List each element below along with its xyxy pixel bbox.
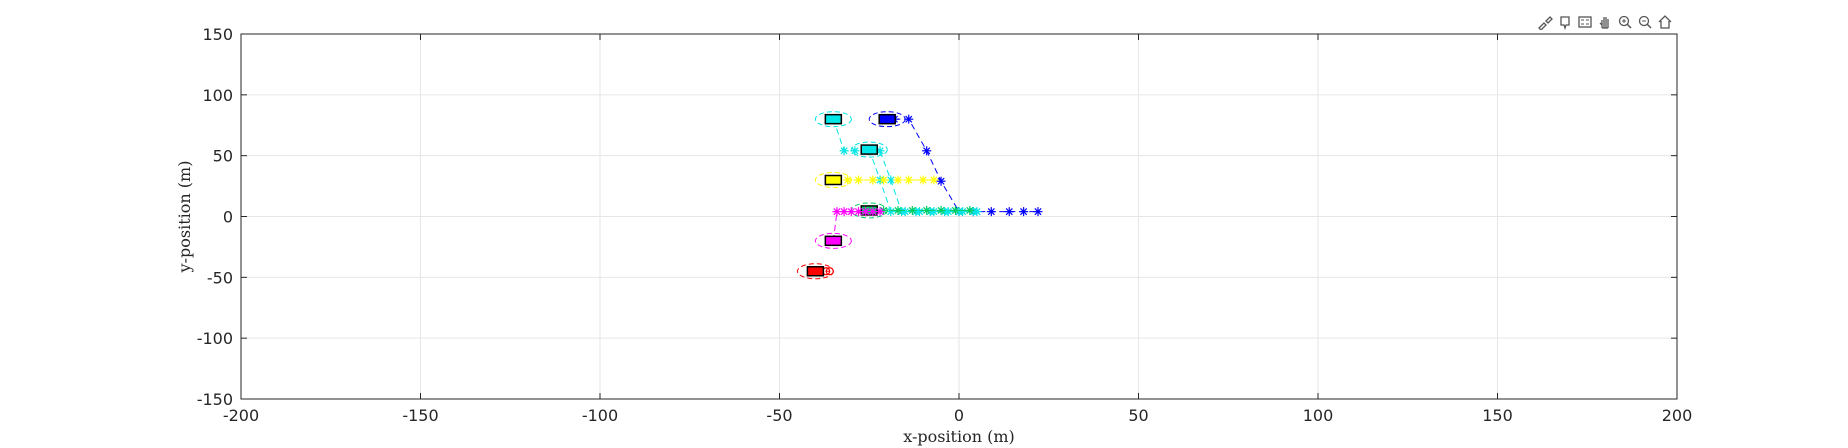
brush-icon xyxy=(1538,16,1553,30)
x-tick-label: 150 xyxy=(1482,406,1513,425)
brush-button[interactable] xyxy=(1535,12,1555,32)
path-point xyxy=(936,176,946,186)
vehicle-ellipse xyxy=(796,263,834,280)
path-point xyxy=(904,175,914,185)
vehicle-body xyxy=(824,235,843,247)
legend-button[interactable] xyxy=(1575,12,1595,32)
x-tick-label: -100 xyxy=(582,406,618,425)
path-point xyxy=(843,175,853,185)
grid xyxy=(241,34,1677,399)
vehicle-body xyxy=(824,174,843,186)
path-point xyxy=(868,207,878,217)
vehicle-body xyxy=(824,113,843,125)
x-axis-label: x-position (m) xyxy=(903,427,1015,446)
path-point xyxy=(965,205,975,215)
path-point xyxy=(958,207,968,217)
vehicle-body xyxy=(860,205,878,216)
vehicle-body xyxy=(806,266,825,277)
vehicle-body xyxy=(860,144,878,155)
x-tick-label: 50 xyxy=(1128,406,1148,425)
legend-icon xyxy=(1578,16,1592,28)
vehicle-series-6 xyxy=(796,263,834,280)
path-point xyxy=(839,146,849,156)
path-point xyxy=(972,207,982,217)
path-point xyxy=(893,205,903,215)
path-point xyxy=(900,207,910,217)
plot-area xyxy=(796,111,1043,280)
home-button[interactable] xyxy=(1655,12,1675,32)
path-point xyxy=(893,175,903,185)
path-point xyxy=(875,207,885,217)
y-tick-label: -50 xyxy=(207,268,233,287)
path-point xyxy=(929,207,939,217)
y-tick-label: 0 xyxy=(223,208,233,227)
path-point xyxy=(907,205,917,215)
path-point xyxy=(886,207,896,217)
path-point xyxy=(904,114,914,124)
y-tick-label: -100 xyxy=(197,329,233,348)
vehicle-body xyxy=(878,113,896,125)
path-point xyxy=(915,207,925,217)
path-point xyxy=(853,175,863,185)
path-point xyxy=(853,207,863,217)
path-line xyxy=(894,118,1038,213)
datatip-icon xyxy=(1560,16,1570,30)
path-point xyxy=(1004,207,1014,217)
path-point xyxy=(1019,207,1029,217)
vehicle-series-2 xyxy=(850,141,982,217)
x-tick-label: 100 xyxy=(1303,406,1334,425)
vehicle-series-4 xyxy=(850,202,975,219)
path-point xyxy=(929,175,939,185)
path-point xyxy=(879,175,889,185)
y-tick-label: 100 xyxy=(202,86,233,105)
pan-button[interactable] xyxy=(1595,12,1615,32)
x-tick-label: -150 xyxy=(402,406,438,425)
vehicle-series-1 xyxy=(814,111,978,217)
path-line xyxy=(832,119,974,213)
vehicle-ellipse xyxy=(814,172,852,188)
path-point xyxy=(986,207,996,217)
path-point xyxy=(868,175,878,185)
axes-toolbar xyxy=(1535,12,1675,34)
x-tick-label: -50 xyxy=(766,406,792,425)
tick-labels: -200 -150 -100 -50 0 50 100 150 200-150-100-5005… xyxy=(197,25,1693,425)
y-axis-label: y-position (m) xyxy=(175,161,194,274)
zoom-in-button[interactable] xyxy=(1615,12,1635,32)
x-tick-label: -200 xyxy=(223,406,259,425)
zoom-out-icon xyxy=(1638,15,1652,29)
vehicle-series-3 xyxy=(814,172,939,188)
zoom-in-icon xyxy=(1618,15,1632,29)
y-tick-label: 50 xyxy=(213,147,233,166)
vehicle-series-0 xyxy=(868,111,1043,217)
path-point xyxy=(922,205,932,215)
path-point xyxy=(950,205,960,215)
path-point xyxy=(832,207,842,217)
y-tick-label: 150 xyxy=(202,25,233,44)
home-icon xyxy=(1658,15,1672,29)
path-point xyxy=(918,175,928,185)
zoom-out-button[interactable] xyxy=(1635,12,1655,32)
x-tick-label: 200 xyxy=(1662,406,1693,425)
vehicle-ellipse xyxy=(868,111,906,128)
axes xyxy=(240,33,1678,400)
path-point xyxy=(1033,207,1043,217)
pan-icon xyxy=(1599,17,1609,29)
path-point xyxy=(943,207,953,217)
vehicle-ellipse xyxy=(850,141,888,158)
vehicle-ellipse xyxy=(814,232,852,249)
datatip-button[interactable] xyxy=(1555,12,1575,32)
vehicle-ellipse xyxy=(814,111,852,128)
vehicle-series-5 xyxy=(814,207,885,249)
path-point xyxy=(922,146,932,156)
x-tick-label: 0 xyxy=(954,406,964,425)
path-point xyxy=(936,205,946,215)
y-tick-label: -150 xyxy=(197,390,233,409)
